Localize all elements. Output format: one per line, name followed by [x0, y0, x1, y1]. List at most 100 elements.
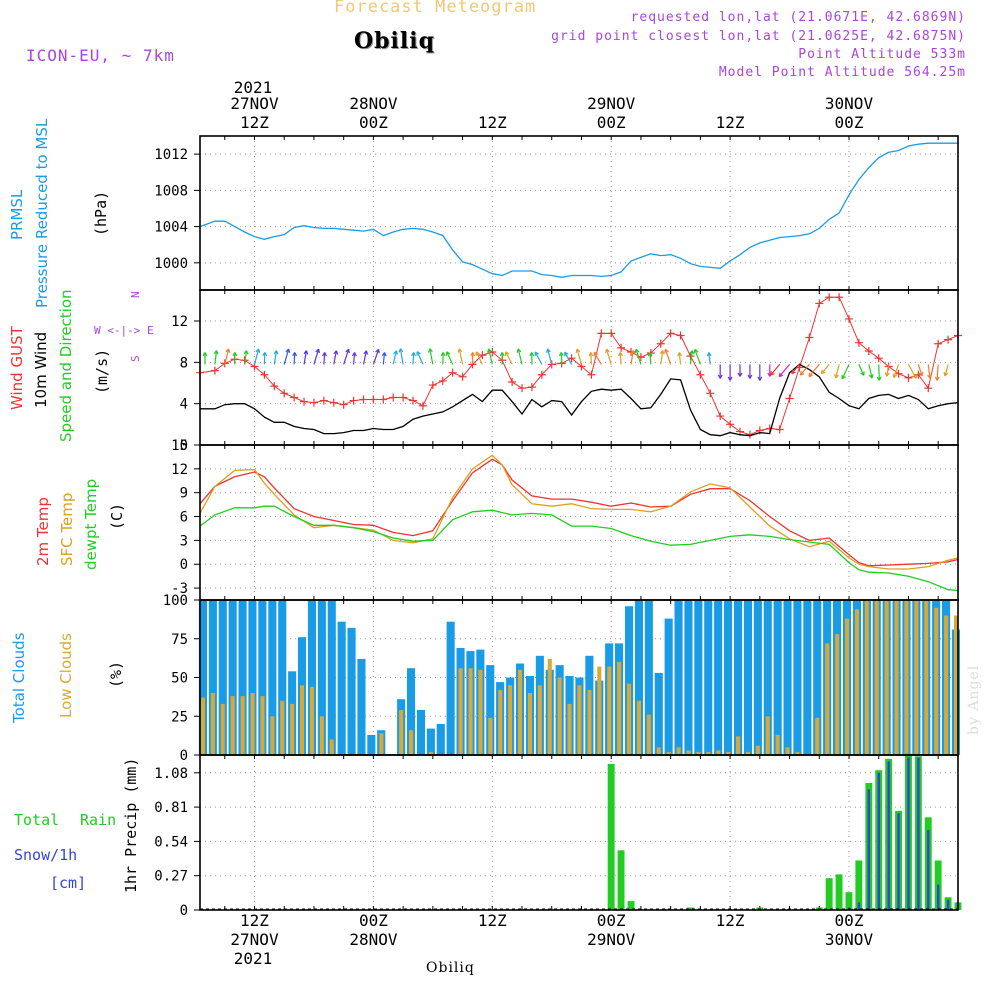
wind-direction-arrow [917, 364, 923, 376]
gust-marker [319, 396, 328, 405]
gust-marker [805, 333, 814, 342]
low-cloud-bar [250, 693, 255, 755]
wind-direction-arrow [333, 350, 338, 365]
total-cloud-bar [238, 600, 247, 755]
wind-direction-arrow [791, 364, 800, 374]
gust-marker [527, 383, 536, 392]
wind-direction-arrow [362, 350, 367, 365]
wind-arrow-head [243, 350, 249, 355]
bottom-time-label: 00Z [597, 911, 626, 930]
rain-bar [845, 892, 853, 910]
low-cloud-bar [607, 666, 612, 755]
y-tick-label: 1.08 [154, 766, 188, 782]
wind-arrow-head [575, 348, 581, 354]
total-cloud-bar [228, 600, 237, 755]
total-cloud-bar [357, 658, 366, 755]
compass-north: N [129, 291, 142, 298]
bottom-date-label: 27NOV [230, 930, 279, 949]
wind-direction-arrow [576, 348, 583, 365]
gust-marker [706, 389, 715, 398]
wind-arrow-head [411, 352, 416, 357]
low-cloud-bar [399, 710, 404, 755]
low-cloud-bar [686, 750, 691, 755]
wind-arrow-head [747, 374, 753, 379]
wind-arrow-head [647, 352, 653, 357]
panel-frame [199, 754, 959, 911]
rain-bar [855, 860, 863, 910]
wind-arrow-head [505, 351, 510, 356]
snow-bar [927, 830, 930, 910]
wind-arrow-head [445, 351, 451, 356]
wind-arrow-head [689, 350, 695, 355]
gust-marker [478, 351, 487, 360]
total-cloud-bar [486, 665, 495, 755]
total-cloud-bar [327, 600, 336, 755]
wind-direction-arrow [416, 351, 424, 365]
wind-direction-arrow [517, 348, 523, 365]
wind-arrow-head [534, 351, 539, 357]
gust-marker [399, 393, 408, 402]
gust-marker [785, 394, 794, 403]
wind-arrow-head [808, 372, 813, 378]
low-cloud-bar [200, 697, 205, 755]
total-cloud-bar [793, 600, 802, 755]
gust-marker [458, 372, 467, 381]
y-tick-label: 50 [171, 671, 188, 687]
low-cloud-bar [230, 696, 235, 755]
y-tick-label: 9 [180, 486, 188, 502]
low-cloud-bar [280, 700, 285, 756]
panel-frame [199, 289, 959, 446]
wind-arrow-head [727, 376, 733, 381]
gust-marker [508, 377, 517, 386]
low-cloud-bar [726, 751, 731, 755]
wind-arrow-head [659, 350, 665, 355]
gust-marker [716, 412, 725, 421]
wind-direction-arrow [893, 364, 900, 378]
total-cloud-bar [714, 600, 723, 755]
sfc-temp-label: SFC Temp [58, 493, 76, 566]
wind-direction-arrow [475, 351, 483, 365]
bottom-time-label: 00Z [359, 911, 388, 930]
wind-arrow-head [398, 348, 404, 353]
low-cloud-bar [854, 609, 859, 755]
wind-direction-arrow [534, 351, 543, 365]
y-tick-label: 6 [180, 510, 188, 526]
low-cloud-bar [577, 685, 582, 756]
gust-marker [547, 360, 556, 369]
wind-arrow-head [778, 372, 784, 378]
wind-arrow-head [693, 348, 699, 354]
low-cloud-bar [220, 703, 225, 755]
gust-marker [666, 329, 675, 338]
gust-marker [825, 293, 834, 302]
gust-marker [339, 400, 348, 409]
y-tick-label: 0.27 [154, 869, 188, 885]
wind-direction-arrow [382, 352, 386, 365]
low-cloud-bar [468, 668, 473, 755]
low-cloud-bar [864, 600, 869, 755]
top-date-label: 30NOV [825, 94, 874, 113]
wind-arrow-head [841, 374, 846, 380]
top-time-label: 00Z [597, 113, 626, 132]
low-cloud-bar [914, 600, 919, 755]
wind-arrow-head [381, 352, 387, 357]
low-cloud-bar [845, 618, 850, 755]
snow-bar [917, 757, 920, 910]
wind-arrow-head [706, 352, 712, 357]
low-cloud-bar [508, 685, 513, 756]
y-tick-label: 0 [180, 903, 188, 919]
gust-marker [676, 331, 685, 340]
wind-arrow-head [232, 352, 238, 357]
wind-direction-arrow [446, 351, 454, 365]
gust-marker [300, 397, 309, 406]
total-cloud-bar [426, 728, 435, 755]
low-cloud-bar [458, 668, 463, 755]
gust-marker [518, 384, 527, 393]
low-cloud-bar [270, 716, 275, 756]
total-cloud-bar [416, 710, 425, 755]
wind-arrow-head [892, 373, 898, 379]
y-tick-label: 12 [171, 462, 188, 478]
gust-marker [309, 398, 318, 407]
wind-direction-arrow [488, 348, 493, 365]
gust-marker [409, 396, 418, 405]
low-cloud-bar [874, 600, 879, 755]
